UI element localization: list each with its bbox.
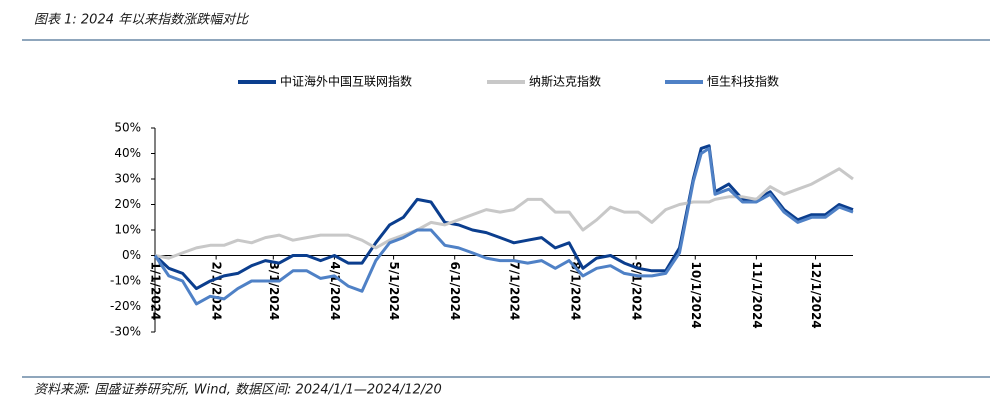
x-tick-label: 7/1/2024 (507, 262, 521, 321)
chart-title: 图表 1: 2024 年以来指数涨跌幅对比 (34, 13, 249, 28)
x-tick-label: 6/1/2024 (448, 262, 462, 321)
legend-label: 中证海外中国互联网指数 (280, 74, 412, 89)
legend-label: 恒生科技指数 (707, 74, 779, 89)
y-tick-label: 50% (114, 121, 141, 135)
y-tick-label: 0% (122, 248, 141, 262)
y-tick-label: 10% (114, 223, 141, 237)
y-tick-label: 30% (114, 172, 141, 186)
source: 资料来源: 国盛证券研究所, Wind, 数据区间: 2024/1/1—2024… (34, 382, 442, 398)
x-tick-label: 5/1/2024 (387, 262, 401, 321)
x-tick-label: 8/1/2024 (568, 262, 582, 321)
legend-label: 纳斯达克指数 (529, 74, 601, 89)
y-tick-label: -30% (110, 325, 141, 339)
y-tick-label: 40% (114, 146, 141, 160)
x-tick-label: 1/1/2024 (149, 262, 163, 321)
series-line (154, 167, 854, 260)
y-tick-label: -10% (110, 274, 141, 288)
x-tick-label: 12/1/2024 (809, 262, 823, 329)
y-tick-label: 20% (114, 197, 141, 211)
series-line (153, 144, 854, 291)
x-tick-label: 11/1/2024 (750, 262, 764, 329)
x-tick-label: 4/1/2024 (328, 262, 342, 321)
x-tick-label: 3/1/2024 (267, 262, 281, 321)
x-tick-label: 2/1/2024 (210, 262, 224, 321)
series-line (153, 146, 854, 306)
x-tick-label: 10/1/2024 (689, 262, 703, 329)
y-tick-label: -20% (110, 299, 141, 313)
